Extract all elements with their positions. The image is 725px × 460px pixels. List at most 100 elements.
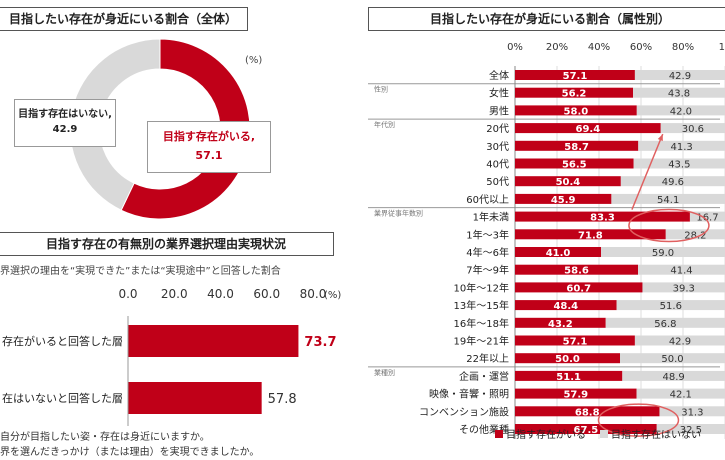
attr-value-no: 39.3 xyxy=(673,283,695,294)
attr-value-yes: 60.7 xyxy=(566,283,591,294)
attr-tick-label: 20% xyxy=(546,42,568,53)
attr-value-yes: 56.2 xyxy=(562,89,587,100)
donut-title: 目指したい存在が身近にいる割合（全体） xyxy=(0,7,248,31)
attr-bar-yes xyxy=(515,317,606,328)
attr-category-label: 1年未満 xyxy=(473,211,509,224)
reason-bar xyxy=(128,325,299,357)
reason-category-label: 在はいないと回答した層 xyxy=(2,391,123,405)
attr-bar-no xyxy=(620,176,725,187)
donut-label-no: 目指す存在はいない, 42.9 xyxy=(14,99,116,147)
donut-label-yes: 目指す存在がいる, 57.1 xyxy=(147,121,271,173)
attr-bar-no xyxy=(659,406,725,417)
attr-value-no: 49.6 xyxy=(662,177,684,188)
attr-value-no: 42.1 xyxy=(670,390,692,401)
legend-label-no: 目指す存在はいない xyxy=(611,428,701,441)
attr-category-label: 22年以上 xyxy=(466,352,509,365)
attr-value-yes: 43.2 xyxy=(548,319,573,330)
reason-note-1: 自分が目指したい姿・存在は身近にいますか。 xyxy=(0,432,210,443)
attr-value-yes: 68.8 xyxy=(575,407,600,418)
attr-bar-yes xyxy=(515,370,623,381)
attr-bar-yes xyxy=(515,264,639,275)
donut-unit: (%) xyxy=(245,55,262,66)
attr-category-label: 企画・運営 xyxy=(459,370,509,383)
attr-group-label: 業界従事年数別 xyxy=(374,209,423,218)
attr-bar-yes xyxy=(515,247,602,257)
legend-swatch-no xyxy=(600,430,608,438)
donut-label-yes-value: 57.1 xyxy=(195,149,223,162)
attr-bar-yes xyxy=(515,193,612,204)
attr-bar-no xyxy=(689,211,725,222)
attr-value-yes: 51.1 xyxy=(556,372,581,383)
reason-category-label: 存在がいると回答した層 xyxy=(2,334,123,348)
attr-bar-no xyxy=(638,140,725,151)
donut-label-yes-text: 目指す存在がいる, xyxy=(162,130,256,143)
attr-tick-label: 40% xyxy=(588,42,610,53)
attr-bar-yes xyxy=(515,123,661,134)
attr-bar-yes xyxy=(515,388,637,399)
attr-value-yes: 56.5 xyxy=(562,160,587,171)
attr-category-label: 16年～18年 xyxy=(454,317,509,330)
attr-bar-no xyxy=(622,370,725,381)
attr-group-label: 年代別 xyxy=(374,120,395,129)
attr-value-no: 54.1 xyxy=(657,195,679,206)
attr-category-label: 20代 xyxy=(486,123,509,135)
reason-tick-label: 20.0 xyxy=(161,287,188,301)
reason-note-2: 界を選んだきっかけ（または理由）を実現できましたか。 xyxy=(0,447,260,458)
attr-tick-label: 80% xyxy=(672,42,694,53)
attr-bar-no xyxy=(633,158,725,169)
attr-category-label: 女性 xyxy=(489,87,509,100)
legend-swatch-yes xyxy=(495,430,503,438)
attr-category-label: 4年～6年 xyxy=(466,246,509,259)
attr-tick-label: 0% xyxy=(507,42,523,53)
attr-value-no: 42.0 xyxy=(670,106,692,117)
highlight-ellipse xyxy=(597,403,680,437)
attr-category-label: 50代 xyxy=(486,176,509,188)
attr-bar-yes xyxy=(515,176,621,187)
reason-bar xyxy=(128,382,262,414)
attr-value-no: 50.0 xyxy=(661,354,683,365)
attr-value-yes: 41.0 xyxy=(546,248,571,259)
attr-value-yes: 57.1 xyxy=(563,337,588,348)
attr-value-yes: 67.5 xyxy=(574,425,599,436)
attr-value-no: 56.8 xyxy=(654,319,676,330)
attr-bar-no xyxy=(620,353,725,364)
attr-group-label: 業種別 xyxy=(374,368,395,377)
attr-bar-yes xyxy=(515,424,657,434)
attr-value-no: 41.3 xyxy=(671,142,693,153)
attr-value-yes: 58.0 xyxy=(564,106,589,117)
attr-bar-no xyxy=(638,264,725,275)
attr-category-label: 映像・音響・照明 xyxy=(429,388,509,401)
attr-value-yes: 57.1 xyxy=(563,71,588,82)
highlight-arrow xyxy=(631,133,664,210)
attr-tick-label: 10 xyxy=(719,42,725,53)
legend-label-yes: 目指す存在がいる xyxy=(506,428,586,441)
attr-category-label: 全体 xyxy=(489,69,509,82)
attr-category-label: 男性 xyxy=(489,104,509,117)
attr-bar-no xyxy=(660,123,725,134)
attr-value-yes: 45.9 xyxy=(551,195,576,206)
attr-value-no: 32.5 xyxy=(680,425,702,436)
attr-category-label: 40代 xyxy=(486,159,509,171)
attr-value-yes: 58.6 xyxy=(564,266,589,277)
attr-value-yes: 50.4 xyxy=(556,177,581,188)
attr-tick-label: 60% xyxy=(630,42,652,53)
attr-value-no: 42.9 xyxy=(669,71,691,82)
attr-bar-no xyxy=(611,193,725,204)
attr-category-label: 60代以上 xyxy=(466,194,509,206)
attr-value-yes: 58.7 xyxy=(564,142,589,153)
attr-bar-yes xyxy=(515,300,617,311)
attr-value-no: 41.4 xyxy=(670,266,692,277)
attr-value-yes: 50.0 xyxy=(555,354,580,365)
attr-value-no: 30.6 xyxy=(682,124,704,135)
attr-value-no: 28.2 xyxy=(684,230,706,241)
attr-value-no: 43.8 xyxy=(668,89,690,100)
donut-label-no-value: 42.9 xyxy=(52,124,78,135)
attr-value-yes: 83.3 xyxy=(590,213,615,224)
donut-label-no-text: 目指す存在はいない, xyxy=(18,109,112,120)
attr-bar-no xyxy=(605,317,725,328)
attr-bar-no xyxy=(633,87,725,98)
attr-bar-yes xyxy=(515,211,690,222)
reason-subtitle: 界選択の理由を“実現できた”または“実現途中”と回答した割合 xyxy=(0,266,281,277)
reason-tick-label: 40.0 xyxy=(207,287,234,301)
